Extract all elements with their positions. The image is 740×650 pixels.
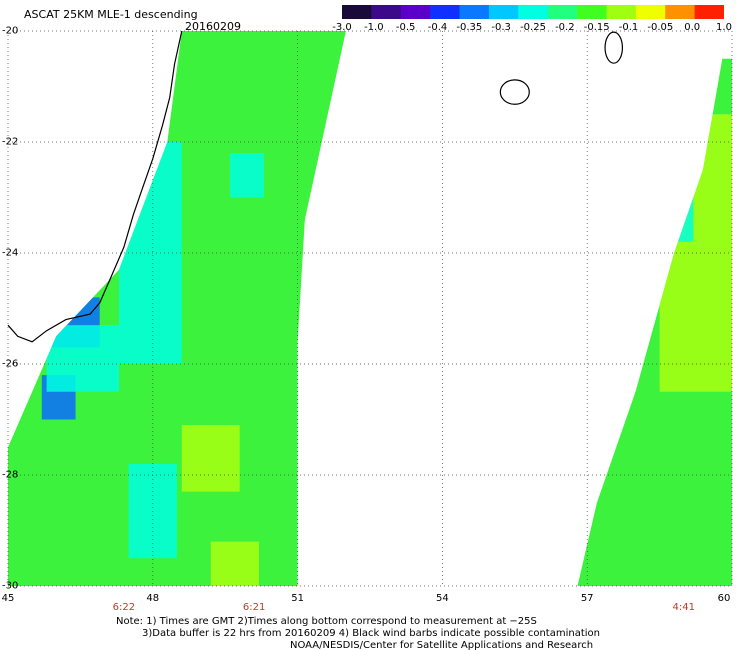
colorbar-segment — [635, 5, 666, 19]
colorbar-segment — [518, 5, 549, 19]
coastline-madagascar — [7, 30, 183, 343]
latitude-label: -30 — [2, 580, 19, 592]
pass-time-label: 6:21 — [242, 602, 266, 613]
longitude-label: 60 — [717, 593, 731, 604]
patch-cyan — [664, 197, 694, 242]
colorbar-segment — [488, 5, 519, 19]
note-line-2: 3)Data buffer is 22 hrs from 20160209 4)… — [142, 628, 600, 639]
colorbar-segment — [547, 5, 578, 19]
latitude-label: -26 — [2, 358, 19, 370]
note-line-1: Note: 1) Times are GMT 2)Times along bot… — [116, 616, 537, 627]
colorbar-tick-label: -0.1 — [618, 22, 639, 33]
colorbar-tick-label: -0.15 — [583, 22, 610, 33]
colorbar-tick-label: -0.5 — [395, 22, 416, 33]
island-mauritius — [604, 31, 624, 64]
colorbar-tick-label: -0.35 — [456, 22, 483, 33]
pass-time-label: 4:41 — [672, 602, 695, 613]
patch-lime — [181, 425, 240, 492]
patch-lime — [210, 541, 259, 586]
colorbar-tick-label: 1.0 — [716, 22, 732, 33]
colorbar-segment — [371, 5, 402, 19]
grid — [7, 30, 733, 587]
patch-cyan — [46, 325, 120, 392]
colorbar-segment — [459, 5, 490, 19]
latitude-label: -22 — [2, 136, 19, 148]
chart-title: ASCAT 25KM MLE-1 descending — [24, 8, 198, 21]
colorbar-tick-label: -0.2 — [555, 22, 575, 33]
colorbar-tick-label: -0.05 — [647, 22, 674, 33]
note-line-3: NOAA/NESDIS/Center for Satellite Applica… — [290, 640, 594, 650]
longitude-label: 51 — [291, 593, 304, 604]
longitude-label: 45 — [1, 593, 15, 604]
patch-lime — [659, 114, 732, 392]
colorbar-segment — [694, 5, 724, 19]
latitude-label: -24 — [2, 247, 19, 259]
colorbar-tick-label: -1.0 — [364, 22, 384, 33]
longitude-label: 48 — [146, 593, 160, 604]
pass-time-label: 6:22 — [112, 602, 136, 613]
colorbar-segment — [577, 5, 607, 19]
colorbar-labels: -3.0 -1.0 -0.5 -0.4 -0.35 -0.3 -0.25 -0.2 -0.15-… — [330, 22, 732, 36]
colorbar-tick-label: 0.0 — [684, 22, 701, 33]
latitude-label: -28 — [2, 469, 19, 481]
colorbar-segment — [430, 5, 461, 19]
colorbar-tick-label: -0.25 — [520, 22, 546, 33]
colorbar-tick-label: -0.4 — [427, 22, 448, 33]
colorbar-segment — [606, 5, 637, 19]
swath-east — [577, 58, 732, 587]
colorbar-tick-label: -0.3 — [491, 22, 511, 33]
colorbar-segment — [665, 5, 696, 19]
longitude-label: 54 — [436, 593, 449, 604]
longitude-label: 57 — [580, 593, 594, 604]
latitude-label: -20 — [2, 25, 19, 37]
colorbar-segment — [400, 5, 431, 19]
colorbar — [342, 5, 724, 19]
island-reunion — [499, 79, 530, 105]
chart-date: 20160209 — [185, 20, 241, 33]
colorbar-tick-label: -3.0 — [332, 22, 352, 33]
patch-cyan — [230, 153, 264, 198]
colorbar-segment — [342, 5, 372, 19]
